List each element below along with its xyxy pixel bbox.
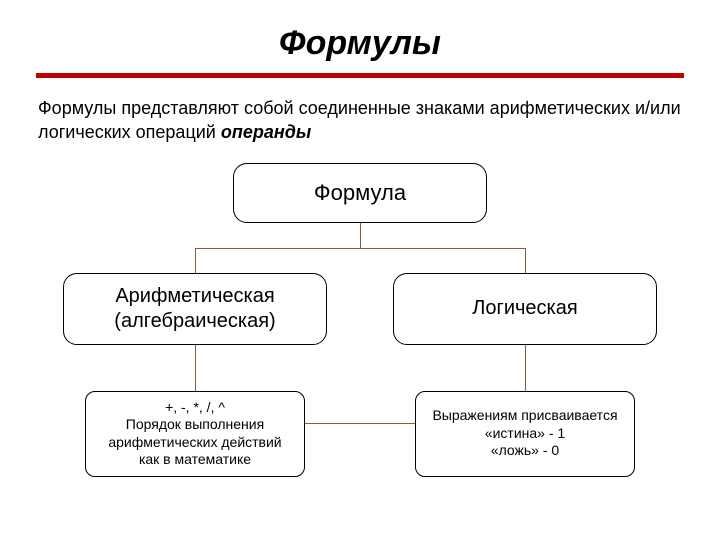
connector <box>305 423 415 424</box>
connector <box>525 345 526 368</box>
connector <box>195 368 196 391</box>
intro-emph: операнды <box>221 122 311 142</box>
connector <box>525 248 526 273</box>
connector <box>195 345 196 368</box>
node-rleaf: Выражениям присваивается«истина» - 1«лож… <box>415 391 635 477</box>
node-root: Формула <box>233 163 487 223</box>
connector <box>195 248 196 273</box>
connector <box>195 248 361 249</box>
intro-plain: Формулы представляют собой соединенные з… <box>38 98 681 142</box>
connector <box>360 248 526 249</box>
node-right: Логическая <box>393 273 657 345</box>
connector <box>525 368 526 391</box>
connector <box>360 223 361 248</box>
title-rule <box>36 73 684 78</box>
tree-diagram: Формула Арифметическая(алгебраическая) Лог… <box>0 163 720 493</box>
intro-text: Формулы представляют собой соединенные з… <box>38 96 682 145</box>
node-left: Арифметическая(алгебраическая) <box>63 273 327 345</box>
page-title: Формулы <box>0 0 720 73</box>
node-lleaf: +, -, *, /, ^Порядок выполненияарифметич… <box>85 391 305 477</box>
